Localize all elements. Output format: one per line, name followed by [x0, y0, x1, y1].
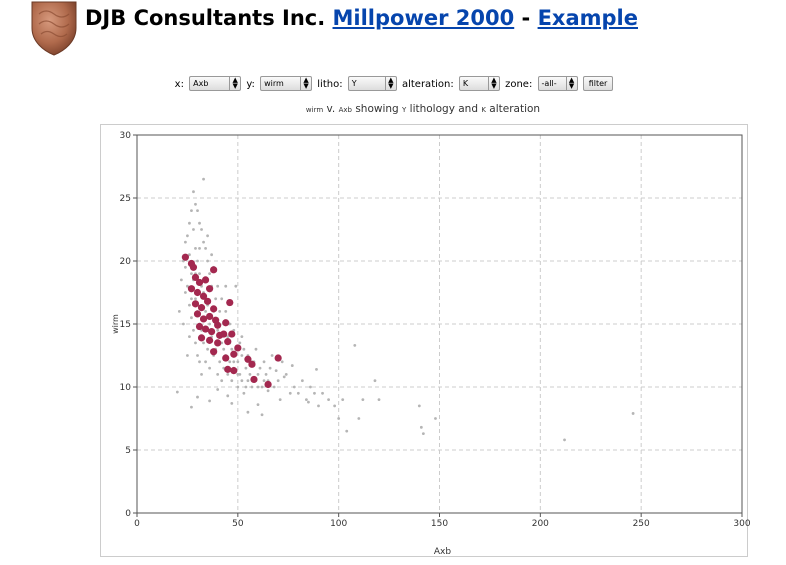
- alteration-label: alteration:: [401, 78, 454, 90]
- zone-select-value: -all-: [541, 79, 557, 88]
- subtitle-x-var: Axb: [338, 106, 352, 114]
- zone-select-arrow-icon: ▲ ▼: [565, 77, 577, 90]
- subtitle-v: v.: [326, 103, 336, 115]
- subtitle-litho: Y: [402, 106, 407, 114]
- filter-controls: x: Axb ▲ ▼ y: wirm ▲ ▼ litho: Y ▲ ▼ alteration…: [0, 76, 786, 91]
- litho-select-arrow-icon: ▲ ▼: [384, 77, 396, 90]
- x-select-value: Axb: [193, 79, 209, 88]
- litho-select[interactable]: Y ▲ ▼: [347, 76, 397, 91]
- chart-subtitle: wirm v. Axb showing Y lithology and K al…: [0, 103, 786, 115]
- zone-select[interactable]: -all- ▲ ▼: [537, 76, 578, 91]
- subtitle-lithology: lithology and: [409, 103, 478, 115]
- example-link[interactable]: Example: [537, 6, 638, 30]
- page-header: DJB Consultants Inc. Millpower 2000 - Ex…: [85, 6, 638, 30]
- subtitle-alt: K: [481, 106, 486, 114]
- zone-label: zone:: [505, 78, 533, 90]
- y-select-value: wirm: [264, 79, 284, 88]
- alteration-select-value: K: [462, 79, 469, 88]
- company-name: DJB Consultants Inc.: [85, 6, 326, 30]
- alteration-select[interactable]: K ▲ ▼: [458, 76, 500, 91]
- x-label: x:: [174, 78, 184, 90]
- y-select-arrow-icon: ▲ ▼: [300, 77, 311, 90]
- logo-shield-icon: [31, 1, 77, 56]
- litho-select-value: Y: [351, 79, 357, 88]
- filter-button[interactable]: filter: [582, 76, 614, 91]
- millpower-link[interactable]: Millpower 2000: [332, 6, 515, 30]
- header-separator: -: [521, 6, 531, 30]
- y-label: y:: [246, 78, 255, 90]
- subtitle-showing: showing: [355, 103, 399, 115]
- subtitle-y-var: wirm: [305, 106, 324, 114]
- alteration-select-arrow-icon: ▲ ▼: [487, 77, 499, 90]
- y-select[interactable]: wirm ▲ ▼: [260, 76, 313, 91]
- chart-frame: [100, 124, 748, 557]
- litho-label: litho:: [317, 78, 343, 90]
- x-select-arrow-icon: ▲ ▼: [229, 77, 240, 90]
- x-select[interactable]: Axb ▲ ▼: [189, 76, 242, 91]
- subtitle-alteration: alteration: [489, 103, 541, 115]
